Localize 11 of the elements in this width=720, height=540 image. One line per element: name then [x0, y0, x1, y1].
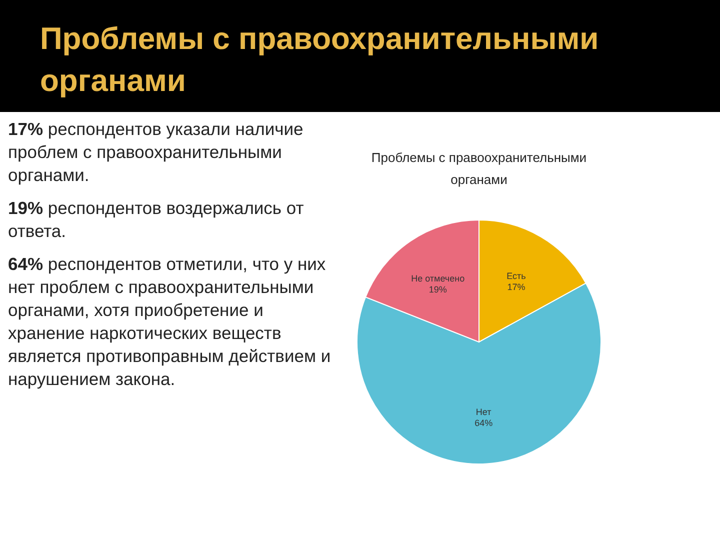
- slice-label: Не отмечено: [411, 273, 465, 284]
- data-label: 19%: [428, 284, 447, 294]
- slice-label: Нет: [476, 407, 492, 418]
- text: 17% респондентов указали наличие проблем с правоохранительными органами.: [8, 118, 304, 187]
- slice-label: Есть: [506, 270, 526, 281]
- chart-title: Проблемы с правоохранительными органами: [40, 20, 600, 100]
- text: 19% респондентов воздержались от ответа.: [8, 197, 305, 243]
- data-label: 64%: [474, 418, 493, 428]
- text: 64% респондентов отметили, что у них нет проблем с правоохранительными органами, хотя приобретение и хранение наркотических веществ является противоправным действием и нарушением закона.: [8, 253, 332, 391]
- chart-subtitle: Проблемы с правоохранительными органами: [371, 150, 587, 187]
- data-label: 17%: [507, 282, 526, 292]
